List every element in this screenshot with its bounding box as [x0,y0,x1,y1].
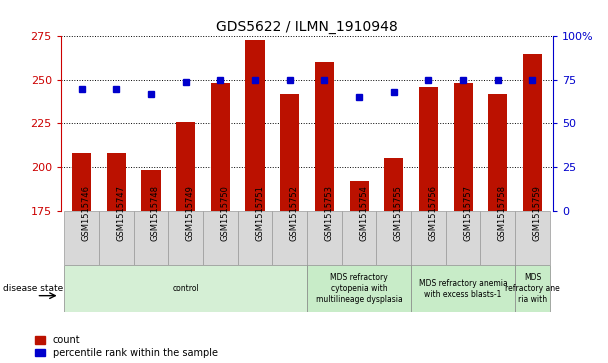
FancyBboxPatch shape [64,265,307,312]
FancyBboxPatch shape [168,211,203,265]
Bar [350,181,368,211]
FancyBboxPatch shape [446,211,480,265]
Bar [315,62,334,211]
Text: MDS refractory
cytopenia with
multilineage dysplasia: MDS refractory cytopenia with multilinea… [316,273,402,304]
Text: GSM1515755: GSM1515755 [394,185,402,241]
Text: GSM1515758: GSM1515758 [498,185,507,241]
FancyBboxPatch shape [272,211,307,265]
Text: GSM1515746: GSM1515746 [81,185,91,241]
FancyBboxPatch shape [64,211,99,265]
Bar [454,83,472,211]
FancyBboxPatch shape [411,211,446,265]
Text: GSM1515747: GSM1515747 [116,185,125,241]
Bar [142,171,161,211]
FancyBboxPatch shape [515,211,550,265]
Bar [419,87,438,211]
FancyBboxPatch shape [238,211,272,265]
Bar [211,83,230,211]
Bar [176,122,195,211]
Text: GSM1515748: GSM1515748 [151,185,160,241]
Title: GDS5622 / ILMN_1910948: GDS5622 / ILMN_1910948 [216,20,398,34]
FancyBboxPatch shape [376,211,411,265]
Bar [107,153,126,211]
Text: control: control [172,284,199,293]
FancyBboxPatch shape [307,265,411,312]
FancyBboxPatch shape [480,211,515,265]
Text: GSM1515756: GSM1515756 [429,185,437,241]
Bar [523,54,542,211]
Text: GSM1515750: GSM1515750 [220,185,229,241]
Text: disease state: disease state [3,284,63,293]
FancyBboxPatch shape [342,211,376,265]
FancyBboxPatch shape [515,265,550,312]
Text: GSM1515754: GSM1515754 [359,185,368,241]
Bar [246,40,264,211]
Text: MDS refractory anemia
with excess blasts-1: MDS refractory anemia with excess blasts… [419,278,508,299]
Text: GSM1515759: GSM1515759 [533,185,542,241]
Text: GSM1515749: GSM1515749 [185,185,195,241]
Text: GSM1515752: GSM1515752 [289,185,299,241]
FancyBboxPatch shape [307,211,342,265]
FancyBboxPatch shape [134,211,168,265]
Bar [488,94,507,211]
Bar [384,158,403,211]
FancyBboxPatch shape [411,265,515,312]
Bar [72,153,91,211]
Text: GSM1515757: GSM1515757 [463,185,472,241]
Text: MDS
refractory ane
ria with: MDS refractory ane ria with [505,273,560,304]
Bar [280,94,299,211]
Legend: count, percentile rank within the sample: count, percentile rank within the sample [35,335,218,358]
FancyBboxPatch shape [99,211,134,265]
Text: GSM1515751: GSM1515751 [255,185,264,241]
Text: GSM1515753: GSM1515753 [325,185,333,241]
FancyBboxPatch shape [203,211,238,265]
